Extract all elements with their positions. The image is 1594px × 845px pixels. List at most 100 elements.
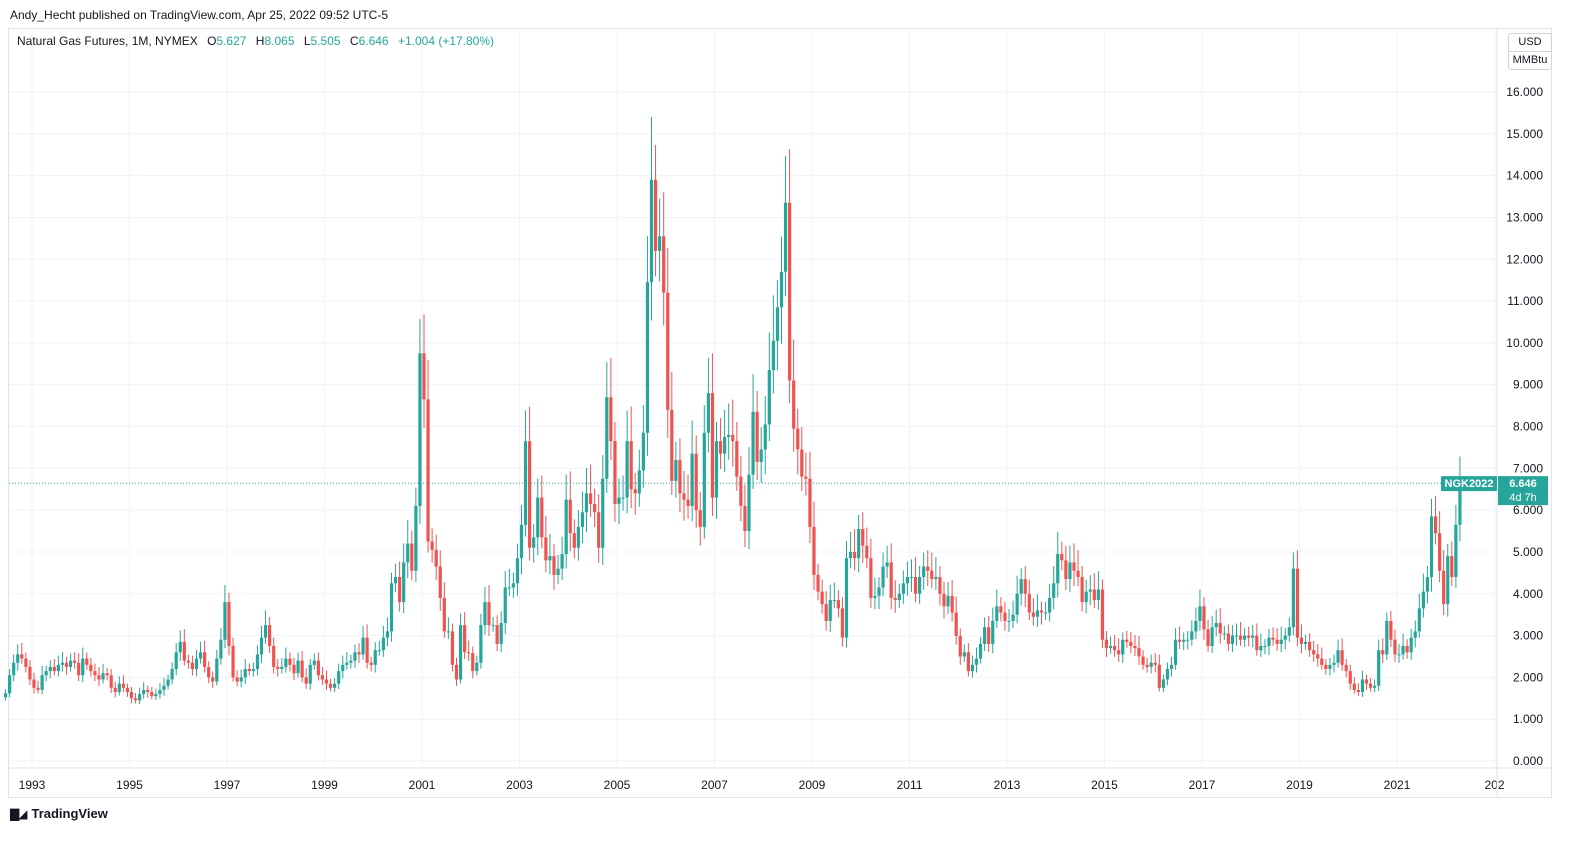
candle-body (410, 543, 414, 571)
candle-body (1287, 627, 1291, 636)
candle-body (36, 687, 40, 690)
candle-body (1186, 639, 1190, 641)
candle-body (560, 554, 564, 569)
x-tick-label: 2001 (409, 778, 436, 792)
candle-body (597, 512, 601, 548)
candle-body (219, 639, 223, 659)
candle-body (1381, 650, 1385, 655)
candle-body (617, 497, 621, 504)
candle-body (1113, 646, 1117, 651)
candle-body (12, 662, 16, 676)
candle-body (138, 694, 142, 701)
candle-body (1389, 620, 1393, 640)
candle-body (3, 693, 8, 698)
candle-body (1429, 516, 1434, 578)
candle-body (901, 583, 905, 594)
candle-body (430, 541, 434, 550)
candle-body (1210, 627, 1214, 647)
candle-body (1316, 654, 1320, 659)
candle-body (28, 666, 32, 680)
candle-body (820, 591, 824, 605)
candle-body (1031, 612, 1035, 617)
candle-body (584, 493, 589, 513)
y-tick-label: 13.000 (1506, 210, 1543, 224)
candle-body (454, 664, 459, 680)
candle-body (552, 556, 556, 575)
candle-body (166, 679, 170, 686)
candle-body (1405, 646, 1409, 653)
symbol-name[interactable]: Natural Gas Futures, 1M, NYMEX (17, 34, 198, 48)
y-tick-label: 2.000 (1513, 670, 1543, 684)
candle-body (1129, 641, 1133, 647)
candle-body (1019, 579, 1023, 594)
candle-body (1182, 639, 1186, 642)
candle-body (259, 637, 264, 655)
candle-body (1433, 516, 1438, 534)
candle-body (450, 631, 455, 665)
candle-body (251, 669, 255, 672)
unit-label[interactable]: MMBtu (1509, 51, 1551, 69)
candle-body (1157, 664, 1161, 688)
candle-body (974, 658, 979, 665)
candle-body (641, 432, 645, 471)
candle-body (296, 660, 300, 674)
candle-body (1092, 589, 1096, 601)
candle-body (865, 545, 869, 559)
tradingview-footer[interactable]: ▇◢ TradingView (10, 806, 108, 821)
candle-body (1255, 635, 1259, 651)
currency-label[interactable]: USD (1518, 36, 1542, 48)
candle-body (1190, 631, 1194, 640)
candle-body (983, 627, 987, 644)
candle-body (682, 493, 686, 500)
candle-body (556, 568, 560, 575)
candle-body (44, 671, 48, 676)
candle-body (194, 658, 199, 670)
candle-body (601, 478, 605, 548)
candle-body (808, 478, 812, 527)
candle-body (324, 679, 329, 684)
candle-body (881, 566, 885, 588)
candle-body (1413, 631, 1417, 638)
candle-body (930, 570, 934, 580)
ticker-tag-label: NGK2022 (1445, 478, 1494, 490)
x-tick-label: 2003 (506, 778, 533, 792)
candle-body (239, 677, 243, 682)
currency-unit-selector[interactable]: USD MMBtu (1508, 33, 1552, 70)
candle-body (771, 340, 775, 371)
candle-body (706, 393, 710, 433)
symbol-legend: Natural Gas Futures, 1M, NYMEX O5.627 H8… (17, 34, 500, 48)
candle-body (694, 453, 698, 511)
candle-body (105, 673, 109, 676)
candle-body (869, 558, 873, 598)
publisher-line: Andy_Hecht published on TradingView.com,… (10, 8, 389, 22)
candle-body (1153, 662, 1157, 665)
candle-body (816, 574, 820, 592)
candle-body (609, 397, 613, 442)
candle-body (426, 399, 430, 542)
candle-body (316, 660, 320, 676)
candle-body (511, 583, 515, 588)
candle-body (1377, 650, 1381, 686)
candle-body (743, 505, 747, 532)
candle-body (848, 551, 853, 559)
candle-body (1373, 685, 1377, 688)
candle-body (1137, 648, 1141, 657)
y-tick-label: 6.000 (1513, 503, 1543, 517)
candle-body (446, 631, 450, 633)
candle-body (280, 666, 284, 670)
candle-body (1243, 635, 1247, 640)
candle-body (804, 476, 808, 479)
candle-body (698, 510, 702, 527)
candle-body (113, 687, 117, 693)
candle-body (77, 662, 81, 676)
x-tick-label: 2019 (1286, 778, 1313, 792)
candle-body (1104, 639, 1109, 649)
candle-body (1446, 556, 1450, 605)
candle-body (658, 236, 662, 251)
candle-body (495, 625, 499, 644)
candle-body (1039, 610, 1044, 613)
candle-body (844, 558, 849, 638)
candle-body (938, 577, 942, 594)
candle-body (605, 397, 609, 479)
